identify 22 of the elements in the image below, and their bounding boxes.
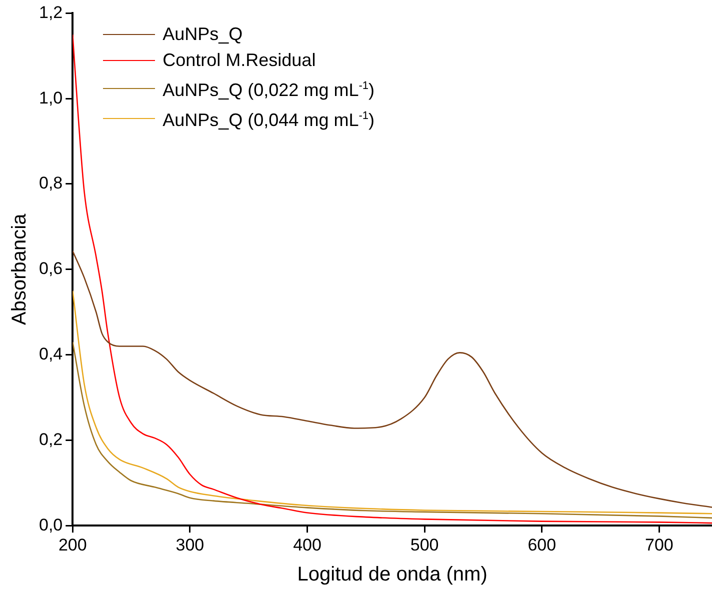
y-tick-label: 0,2 xyxy=(38,430,63,449)
x-tick-label: 200 xyxy=(58,535,87,554)
legend-label: Control M.Residual xyxy=(162,49,316,72)
legend-label: AuNPs_Q xyxy=(162,23,243,46)
y-tick-label: 0,8 xyxy=(38,174,63,193)
x-tick-label: 500 xyxy=(410,535,439,554)
y-tick-label: 0,6 xyxy=(38,259,63,278)
x-tick-label: 300 xyxy=(176,535,204,554)
y-tick-label: 1,0 xyxy=(38,88,63,108)
x-tick-label: 400 xyxy=(293,535,322,554)
x-axis-title: Logitud de onda (nm) xyxy=(297,564,488,586)
y-tick-label: 1,2 xyxy=(38,2,63,22)
x-tick-label: 600 xyxy=(528,535,556,554)
line-series xyxy=(72,290,712,514)
x-tick-label: 700 xyxy=(645,535,674,554)
legend-label: AuNPs_Q (0,022 mg mL$^{-1}$) xyxy=(162,79,374,102)
legend-label: AuNPs_Q (0,044 mg mL$^{-1}$) xyxy=(162,109,374,132)
line-series xyxy=(72,341,712,519)
y-axis-title: Absorbancia xyxy=(8,212,31,325)
line-series xyxy=(72,250,712,508)
y-tick-label: 0,4 xyxy=(38,344,63,364)
y-tick-label: 0,0 xyxy=(38,515,63,534)
